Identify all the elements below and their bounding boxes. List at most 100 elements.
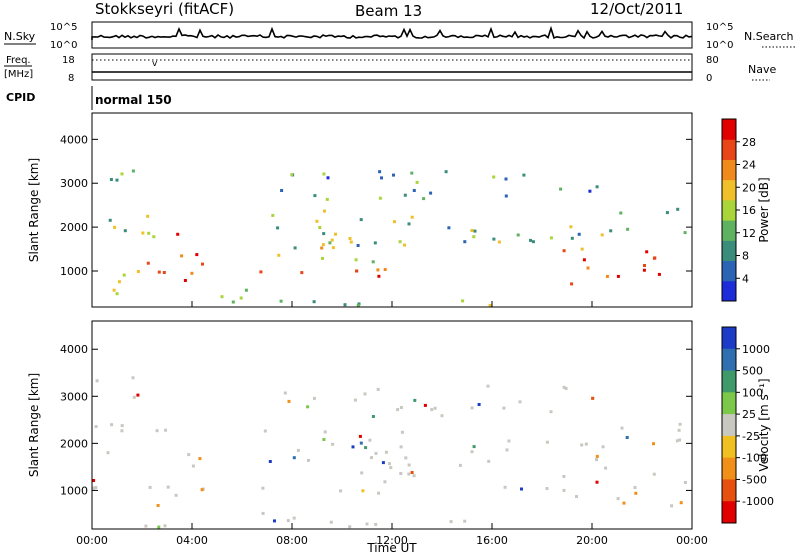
colorbar-swatch [722,220,736,241]
heatmap-cell [271,213,275,217]
heatmap-cell [423,403,427,407]
heatmap-cell [625,436,629,439]
heatmap-cell [279,299,283,303]
heatmap-cell [120,429,124,433]
nsky-tick-bottom: 10^0 [50,40,77,51]
heatmap-cell [322,438,326,441]
heatmap-cell [259,270,263,274]
colorbar-swatch [722,179,736,201]
heatmap-cell [545,440,549,444]
heatmap-cell [244,288,248,292]
heatmap-cell [683,481,687,484]
freq-label-line1: Freq. [6,55,31,66]
colorbar-swatch [722,435,736,459]
heatmap-cell [502,406,506,410]
heatmap-cell [156,504,160,507]
heatmap-cell [433,406,437,410]
heatmap-cell [268,460,272,463]
velocity-axis-ticks: 1000 2000 3000 4000 00:00 04:00 08:00 12:00 16:0… [60,343,708,547]
heatmap-cell [377,491,381,495]
heatmap-cell [315,219,319,223]
heatmap-cell [470,229,474,232]
velocity-colorbar: 1000 500 100 25 -25 -100 -500 -1000 [721,326,774,524]
heatmap-cell [683,231,687,235]
heatmap-cell [370,456,373,460]
heatmap-cell [383,268,387,271]
heatmap-cell [331,246,335,250]
heatmap-cell [94,486,98,489]
heatmap-cell [358,434,362,438]
colorbar-tick-label: 12 [742,227,756,240]
heatmap-cell [166,485,170,489]
y-tick-label: 2000 [60,437,88,450]
heatmap-cell [132,395,136,399]
x-tick-label: 00:00 [676,534,708,547]
heatmap-cell [183,279,187,282]
power-heatmap-panel: 1000 2000 3000 4000 Slant Range [km] [27,112,693,308]
heatmap-cell [503,485,507,489]
heatmap-cell [398,240,402,244]
heatmap-cell [486,384,490,388]
heatmap-cell [198,457,202,461]
colorbar-tick-label: 16 [742,204,756,217]
heatmap-cell [113,225,117,229]
colorbar-tick-label: 25 [742,408,756,421]
heatmap-cell [286,519,290,523]
heatmap-cell [94,425,98,429]
heatmap-cell [676,207,680,211]
heatmap-cell [373,241,377,245]
freq-tick-bottom: 8 [68,73,74,84]
heatmap-cell [131,169,135,173]
heatmap-cell [645,250,649,254]
power-colorbar: 4 8 12 16 20 24 28 [721,118,756,302]
heatmap-cell [112,288,116,292]
heatmap-cell [507,439,511,443]
colorbar-swatch [722,479,736,502]
heatmap-cell [292,516,296,520]
heatmap-cell [605,275,609,278]
heatmap-cell [174,493,178,497]
heatmap-cell [410,171,414,175]
heatmap-cell [582,258,586,262]
heatmap-cell [381,461,385,465]
heatmap-cell [293,246,297,250]
heatmap-cell [449,520,453,524]
heatmap-cell [562,475,566,478]
colorbar-swatch [722,392,736,415]
nsky-tick-top: 10^5 [50,22,77,33]
y-tick-label: 1000 [60,484,88,497]
heatmap-cell [353,398,357,402]
heatmap-cell [363,392,367,396]
heatmap-cell [399,472,403,475]
nsearch-tick-top: 10^5 [706,22,733,33]
heatmap-cell [577,232,581,236]
heatmap-cell [657,272,661,276]
heatmap-cell [115,178,119,182]
heatmap-cell [470,450,474,454]
heatmap-cell [522,173,526,177]
y-tick-label: 3000 [60,390,88,403]
heatmap-cell [263,429,267,433]
y-tick-label: 1000 [60,265,88,278]
heatmap-cell [330,238,334,242]
nsearch-label: N.Search [744,30,794,43]
heatmap-cell [152,235,156,239]
heatmap-cell [652,442,655,446]
heatmap-cell [415,180,419,184]
heatmap-cell [187,453,191,457]
heatmap-cell [120,172,124,176]
heatmap-cell [678,422,682,426]
heatmap-cell [359,218,363,222]
power-frame [91,112,693,308]
nsearch-tick-bottom: 10^0 [706,40,733,51]
heatmap-cell [365,522,369,526]
y-tick-label: 2000 [60,221,88,234]
heatmap-cell [334,232,337,236]
heatmap-cell [318,226,322,229]
heatmap-cell [412,189,416,192]
heatmap-cell [580,247,584,251]
heatmap-cell [355,269,359,273]
heatmap-cell [136,393,140,397]
heatmap-cell [440,414,444,418]
heatmap-cell [368,438,372,442]
